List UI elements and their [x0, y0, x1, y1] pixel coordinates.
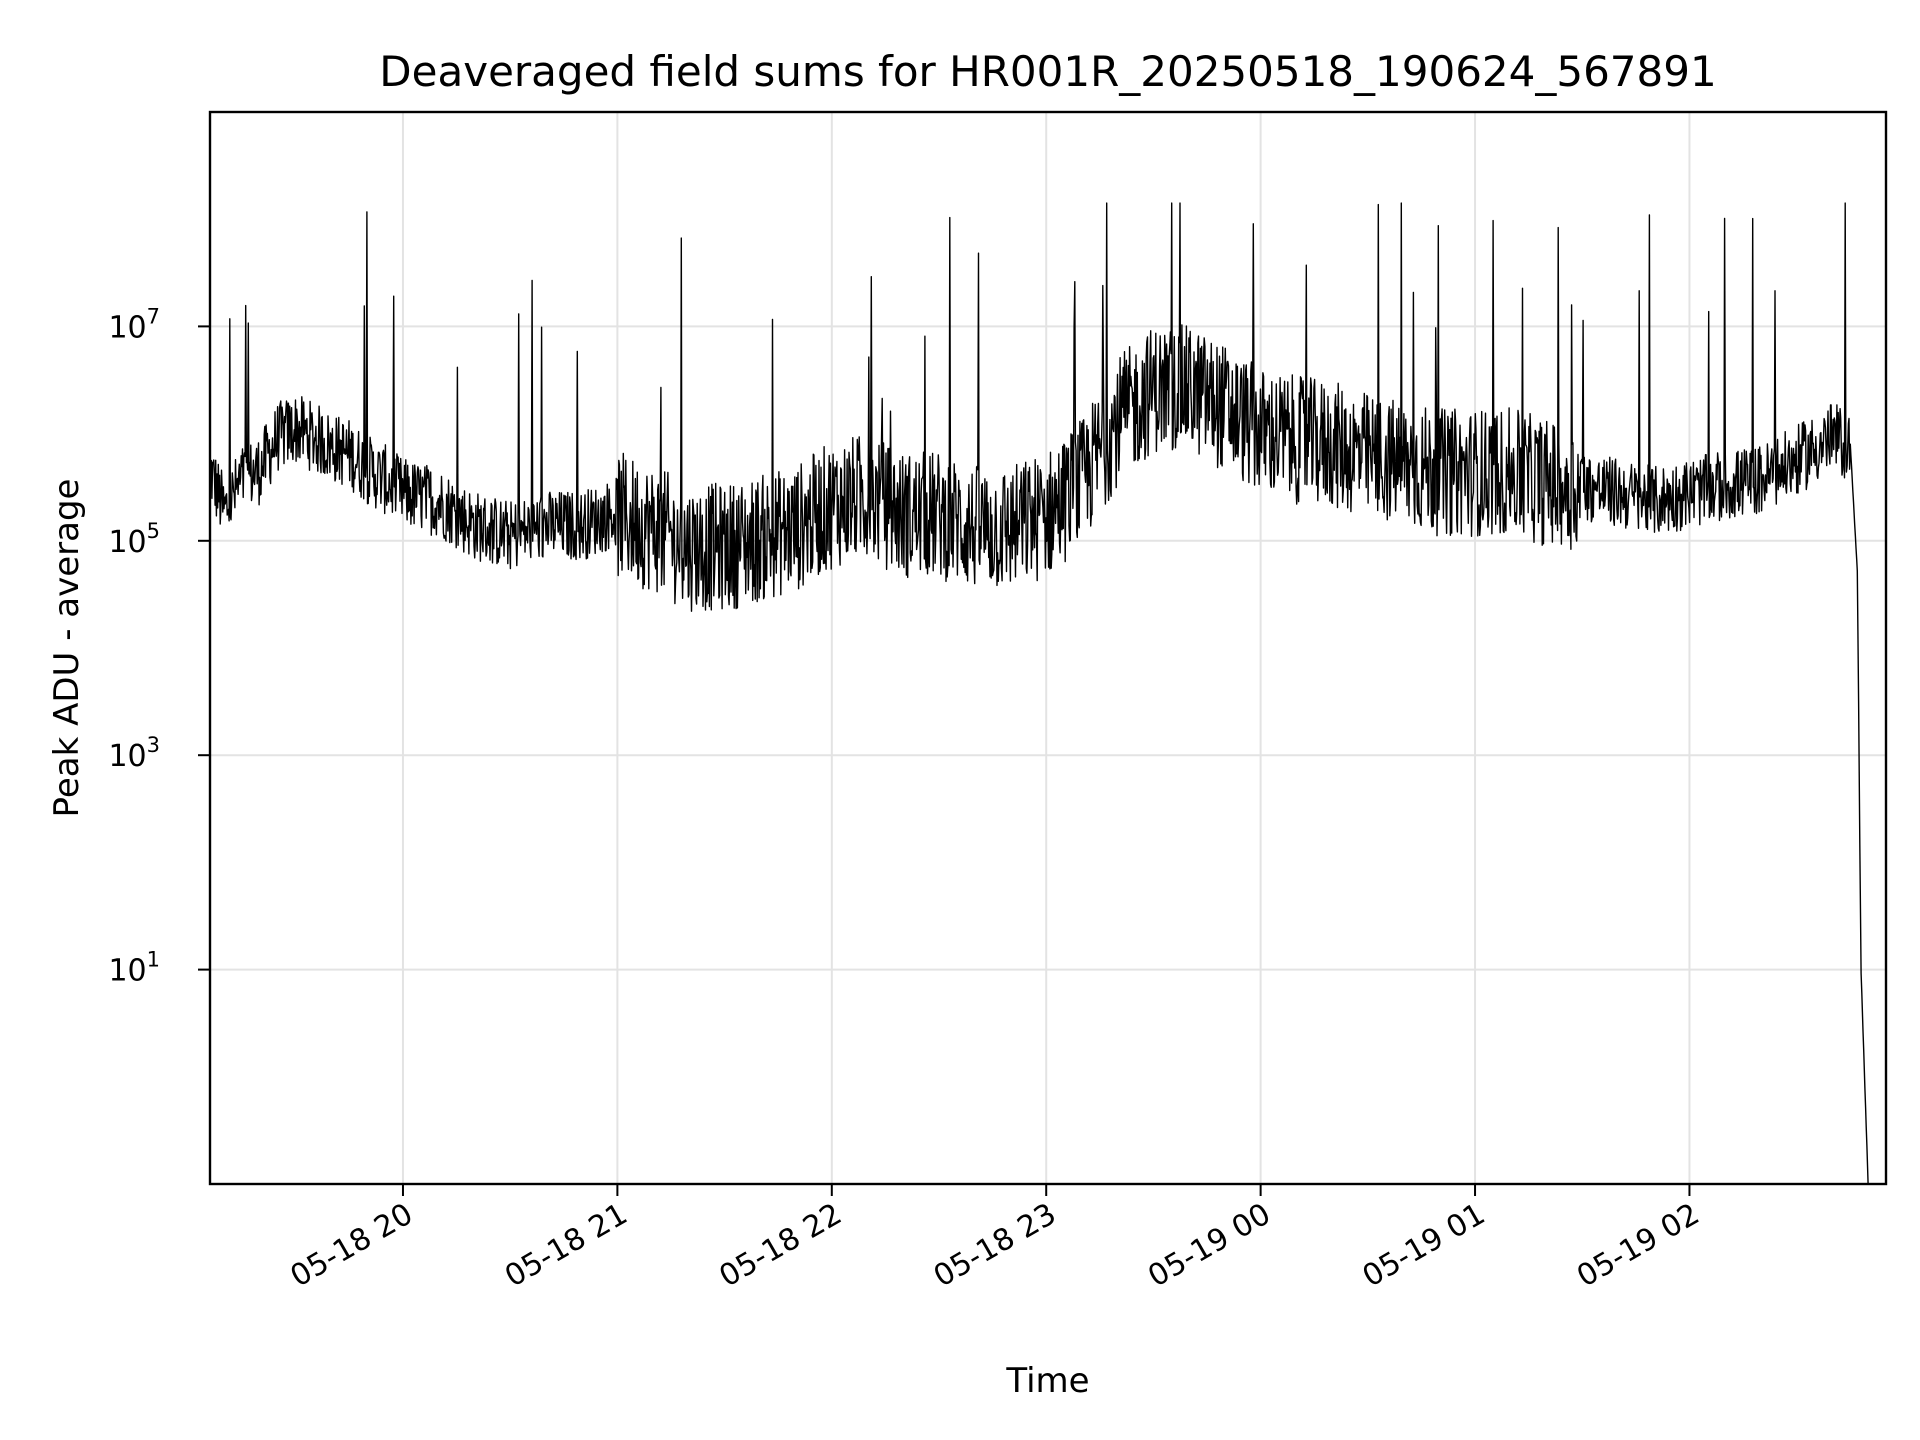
y-tick-exponent: 3 [147, 733, 160, 757]
y-tick-exponent: 5 [147, 519, 160, 543]
y-axis-title: Peak ADU - average [47, 479, 87, 818]
y-tick-base: 10 [108, 954, 146, 989]
y-tick-base: 10 [108, 739, 146, 774]
plot-frame [208, 110, 1888, 1186]
y-tick-exponent: 7 [147, 304, 160, 328]
y-tick-label: 107 [108, 304, 160, 345]
y-tick-label: 105 [108, 519, 160, 560]
x-axis-title: Time [1005, 1361, 1089, 1401]
chart-title: Deaveraged field sums for HR001R_2025051… [379, 47, 1716, 96]
y-tick-label: 101 [108, 948, 160, 989]
series-layer [209, 202, 1869, 1185]
grid [210, 112, 1886, 1184]
y-tick-base: 10 [108, 310, 146, 345]
y-tick-exponent: 1 [147, 948, 160, 972]
y-tick-label: 103 [108, 733, 160, 774]
y-tick-base: 10 [108, 525, 146, 560]
series-line [209, 202, 1869, 1185]
